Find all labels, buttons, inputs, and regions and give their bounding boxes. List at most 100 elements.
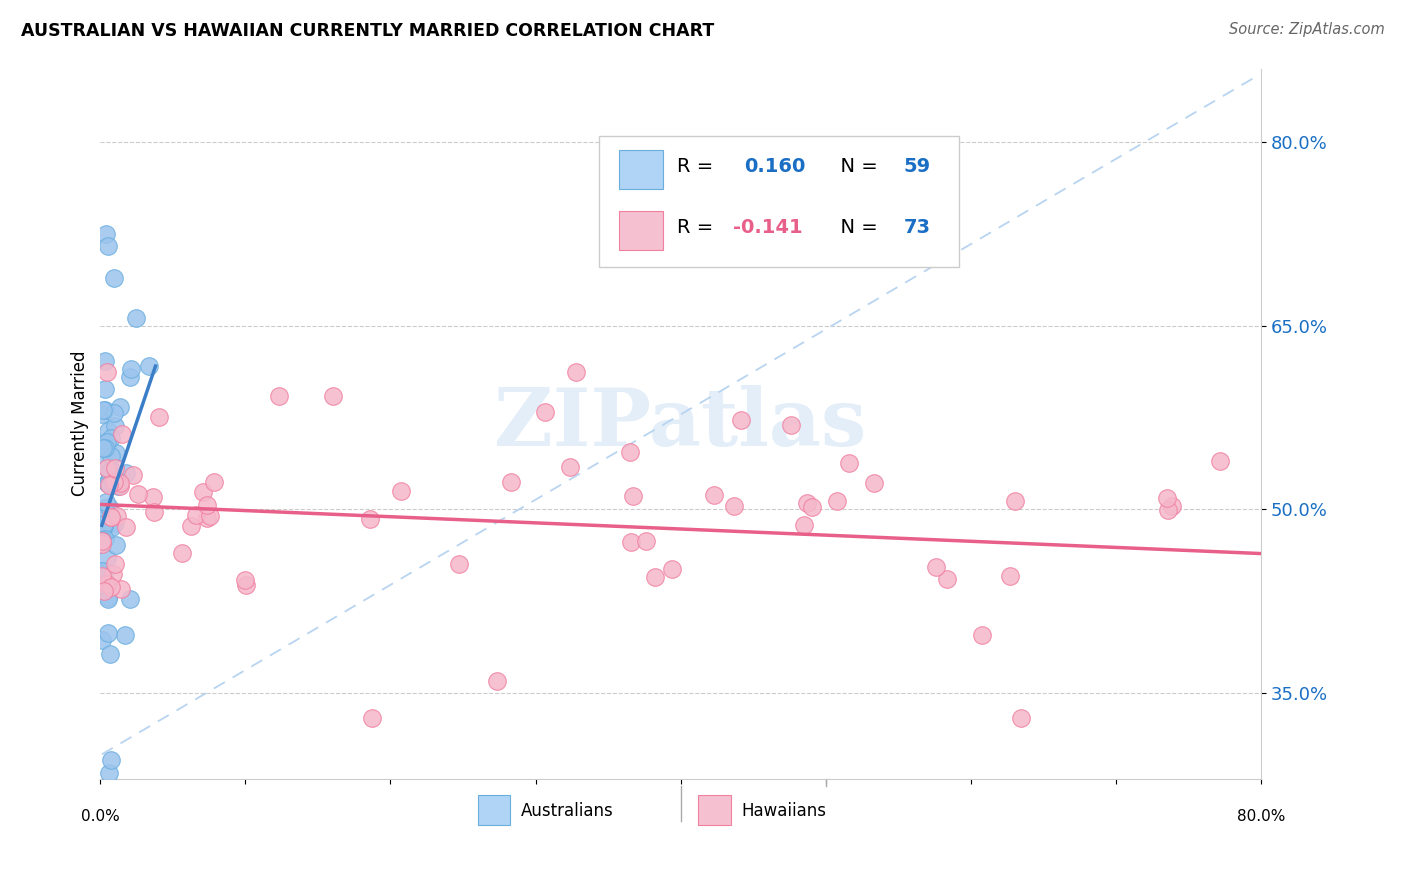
Text: Australians: Australians xyxy=(520,802,613,820)
Point xyxy=(110,427,132,442)
Point xyxy=(103,406,125,420)
Point xyxy=(103,566,125,581)
Point xyxy=(110,582,132,596)
Point xyxy=(115,467,138,481)
Point xyxy=(90,564,112,578)
Point xyxy=(936,572,959,586)
Point xyxy=(730,413,752,427)
Point xyxy=(838,456,860,470)
Point xyxy=(180,518,202,533)
Point xyxy=(558,460,581,475)
Point xyxy=(447,557,470,571)
Text: N =: N = xyxy=(828,218,884,236)
Text: 0.0%: 0.0% xyxy=(82,809,120,824)
Point xyxy=(94,403,117,417)
Point xyxy=(94,382,117,396)
Text: Hawaiians: Hawaiians xyxy=(741,802,825,820)
Point xyxy=(97,239,120,253)
Point xyxy=(1160,499,1182,513)
Point xyxy=(100,754,122,768)
Point xyxy=(322,389,344,403)
Point xyxy=(125,310,148,325)
Point xyxy=(235,578,257,592)
Text: 0.160: 0.160 xyxy=(744,157,806,177)
Point xyxy=(105,508,128,523)
Point xyxy=(100,449,122,463)
Point xyxy=(863,475,886,490)
Point xyxy=(104,418,127,433)
Point xyxy=(93,519,115,533)
Point xyxy=(96,580,118,594)
Point xyxy=(107,479,129,493)
Text: 59: 59 xyxy=(904,157,931,177)
Point xyxy=(723,499,745,513)
Point xyxy=(100,471,122,485)
Point xyxy=(96,365,118,379)
Point xyxy=(96,494,118,508)
Point xyxy=(108,400,131,414)
Y-axis label: Currently Married: Currently Married xyxy=(72,351,89,497)
Point xyxy=(184,508,207,522)
Point xyxy=(91,568,114,582)
Point xyxy=(193,484,215,499)
Point xyxy=(621,489,644,503)
Point xyxy=(825,494,848,508)
Point xyxy=(100,431,122,445)
Point xyxy=(103,271,125,285)
Point xyxy=(93,442,115,456)
Point xyxy=(120,362,142,376)
Point xyxy=(104,446,127,460)
Point xyxy=(104,473,127,487)
Point xyxy=(195,498,218,512)
Point xyxy=(108,475,131,490)
Point xyxy=(101,464,124,478)
Point xyxy=(93,500,115,515)
Text: AUSTRALIAN VS HAWAIIAN CURRENTLY MARRIED CORRELATION CHART: AUSTRALIAN VS HAWAIIAN CURRENTLY MARRIED… xyxy=(21,22,714,40)
Point xyxy=(93,583,115,598)
Text: 73: 73 xyxy=(904,218,931,236)
Point xyxy=(1157,503,1180,517)
Point xyxy=(90,632,112,647)
Bar xyxy=(619,211,664,250)
Point xyxy=(534,405,557,419)
Point xyxy=(100,509,122,524)
Point xyxy=(118,369,141,384)
Point xyxy=(634,533,657,548)
Point xyxy=(138,359,160,373)
Point xyxy=(93,441,115,455)
Point xyxy=(97,625,120,640)
Point xyxy=(148,409,170,424)
Point xyxy=(93,533,115,547)
Point xyxy=(93,505,115,519)
Text: -0.141: -0.141 xyxy=(733,218,803,236)
Text: N =: N = xyxy=(828,157,884,177)
Point xyxy=(796,496,818,510)
Text: R =: R = xyxy=(678,218,720,236)
Point xyxy=(661,562,683,576)
Text: R =: R = xyxy=(678,157,720,177)
Point xyxy=(1010,710,1032,724)
Point xyxy=(127,487,149,501)
Point xyxy=(793,518,815,533)
Point xyxy=(114,520,136,534)
Point xyxy=(195,510,218,524)
Point xyxy=(620,534,643,549)
Point xyxy=(202,475,225,489)
Point xyxy=(90,537,112,551)
Point xyxy=(972,628,994,642)
Point xyxy=(97,424,120,438)
Bar xyxy=(478,795,510,825)
Point xyxy=(97,476,120,491)
Point xyxy=(389,483,412,498)
Point xyxy=(359,511,381,525)
Point xyxy=(101,520,124,534)
Point xyxy=(925,560,948,574)
Point xyxy=(486,673,509,688)
Point xyxy=(96,460,118,475)
Bar xyxy=(697,795,731,825)
Point xyxy=(100,580,122,594)
Point xyxy=(93,521,115,535)
Point xyxy=(91,533,114,548)
Point xyxy=(96,227,118,241)
Point xyxy=(104,516,127,531)
